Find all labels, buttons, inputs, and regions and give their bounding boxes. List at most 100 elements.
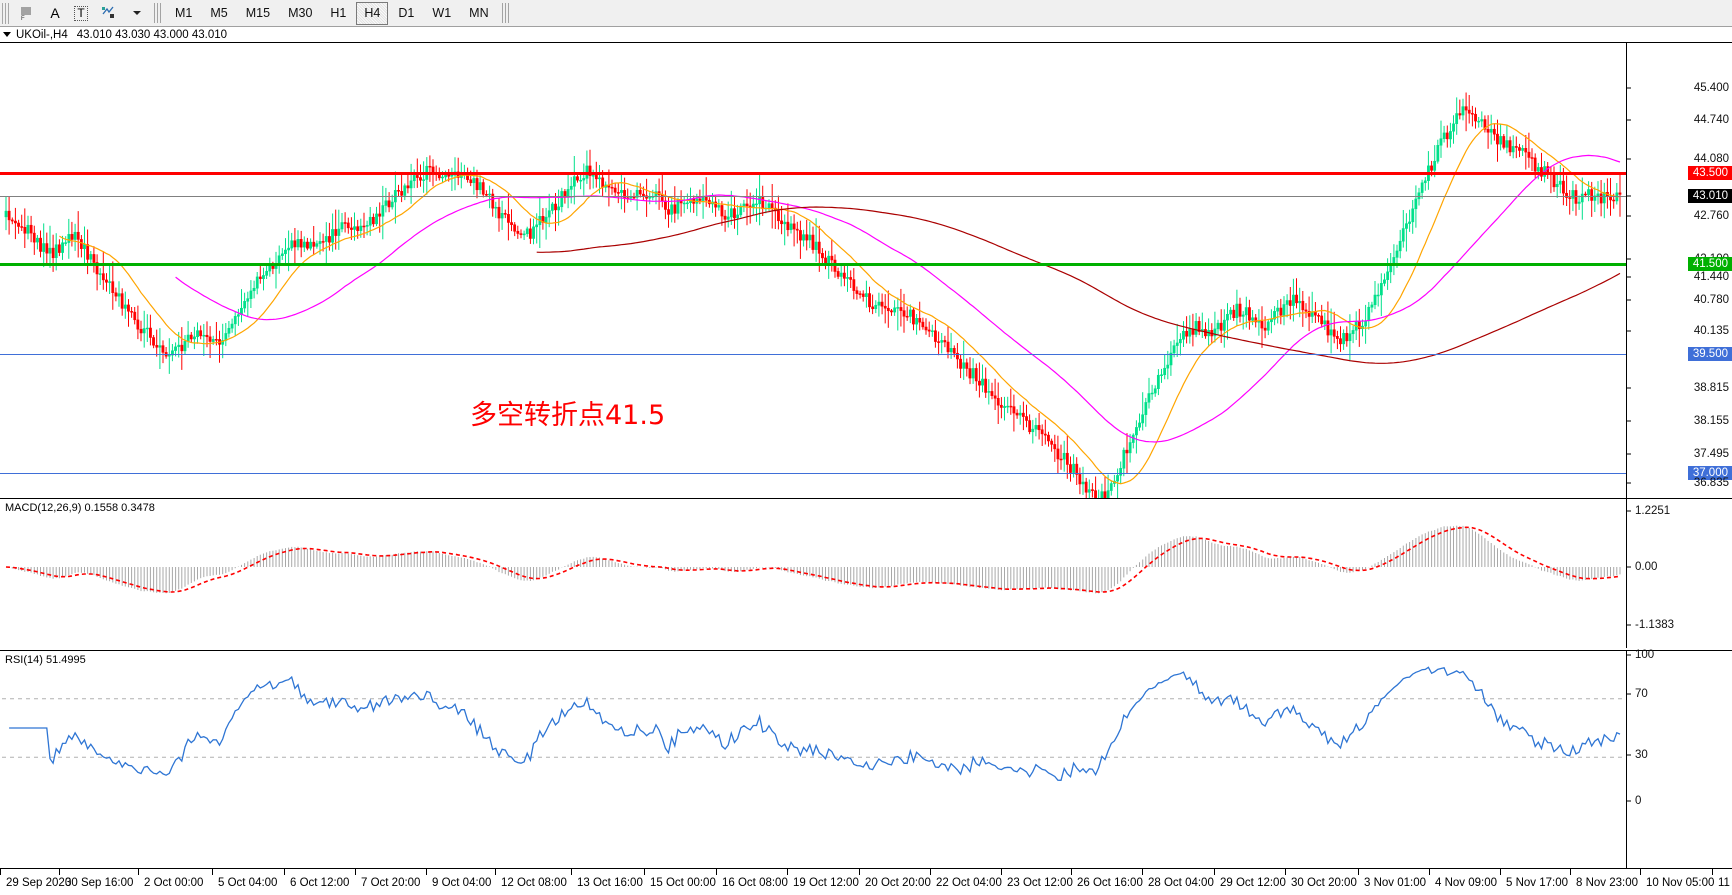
toolbar-grip-handle[interactable] (2, 2, 11, 24)
price-axis-divider (1626, 43, 1627, 498)
macd-axis-tick (1627, 510, 1631, 512)
time-axis-separator (787, 869, 788, 875)
macd-axis-label: 1.2251 (1635, 505, 1671, 517)
timeframe-d1[interactable]: D1 (398, 6, 415, 20)
time-axis-separator (571, 869, 572, 875)
price-axis-tick (1627, 482, 1631, 484)
time-axis-separator (0, 869, 1, 875)
time-axis-label: 2 Oct 00:00 (144, 877, 204, 889)
toolbar-separator-end (501, 3, 510, 23)
time-axis-separator (716, 869, 717, 875)
rsi-axis[interactable]: 100 70 30 0 (1627, 649, 1732, 868)
price-axis-tick (1627, 453, 1631, 455)
macd-indicator-panel[interactable]: MACD(12,26,9) 0.1558 0.3478 1.2251 0.00 -1… (0, 498, 1732, 648)
price-axis-tick (1627, 276, 1631, 278)
macd-axis-tick (1627, 566, 1631, 568)
rsi-axis-label: 0 (1635, 795, 1642, 807)
time-axis-label: 16 Oct 08:00 (722, 877, 788, 889)
time-axis-separator (59, 869, 60, 875)
time-axis-label: 7 Oct 20:00 (361, 877, 421, 889)
price-axis-tick (1627, 119, 1631, 121)
time-axis-label: 19 Oct 12:00 (793, 877, 859, 889)
price-axis-tick (1627, 420, 1631, 422)
price-level-current-price-43010[interactable] (0, 196, 1626, 197)
time-axis-separator (1142, 869, 1143, 875)
macd-axis-label: 0.00 (1635, 561, 1658, 573)
text-label-glyph: T (74, 5, 88, 21)
price-axis-tick (1627, 330, 1631, 332)
timeframe-m5[interactable]: M5 (210, 6, 228, 20)
main-toolbar: F A T M1 M5 M15 M30 H1 H4 D1 W1 MN (0, 0, 1732, 27)
price-axis-tick (1627, 195, 1631, 197)
crosshair-icon[interactable]: F (15, 2, 41, 24)
rsi-plot-area[interactable] (2, 651, 1626, 869)
timeframe-m30[interactable]: M30 (288, 6, 313, 20)
time-axis-label: 29 Sep 2020 (6, 877, 72, 889)
price-axis-tick (1627, 158, 1631, 160)
price-level-support-37000[interactable] (0, 473, 1626, 474)
price-candles-svg (4, 92, 1622, 499)
price-axis-badge-43-010: 43.010 (1687, 189, 1732, 203)
price-plot-area[interactable] (2, 43, 1626, 499)
time-axis-separator (1214, 869, 1215, 875)
time-axis-label: 5 Nov 17:00 (1506, 877, 1569, 889)
macd-plot-area[interactable] (2, 499, 1626, 649)
time-axis-separator (644, 869, 645, 875)
price-chart-panel[interactable]: 多空转折点41.5 45.40044.74044.08043.50043.428… (0, 42, 1732, 541)
macd-axis-label: -1.1383 (1635, 619, 1675, 631)
time-axis-separator (355, 869, 356, 875)
time-axis[interactable]: 29 Sep 2020 30 Sep 16:00 2 Oct 00:00 5 Oct … (0, 868, 1732, 895)
price-axis[interactable]: 45.40044.74044.08043.50043.42843.01042.7… (1627, 43, 1732, 541)
time-axis-label: 10 Nov 05:00 (1646, 877, 1715, 889)
price-axis-label-44-080: 44.080 (1693, 153, 1729, 165)
timeframe-w1[interactable]: W1 (432, 6, 452, 20)
macd-axis[interactable]: 1.2251 0.00 -1.1383 (1627, 499, 1732, 648)
time-axis-separator (495, 869, 496, 875)
time-axis-separator (930, 869, 931, 875)
time-axis-separator (1640, 869, 1641, 875)
price-level-resistance-43500[interactable] (0, 172, 1626, 175)
time-axis-label: 12 Oct 08:00 (501, 877, 567, 889)
text-object-icon[interactable]: A (50, 5, 60, 21)
drawing-tools-icon[interactable] (95, 2, 123, 24)
rsi-axis-label: 100 (1635, 649, 1655, 661)
price-level-support-39500[interactable] (0, 354, 1626, 355)
time-axis-label: 23 Oct 12:00 (1007, 877, 1073, 889)
timeframe-m15[interactable]: M15 (245, 6, 271, 20)
time-axis-label: 3 Nov 01:00 (1364, 877, 1427, 889)
timeframe-h4[interactable]: H4 (356, 1, 389, 25)
timeframe-h1[interactable]: H1 (330, 6, 347, 20)
price-level-support-41500[interactable] (0, 263, 1626, 266)
macd-histogram (8, 525, 1621, 594)
text-label-icon[interactable]: T (69, 2, 93, 24)
time-axis-label: 11 Nov 13:00 (1718, 877, 1732, 889)
ohlc-values: 43.010 43.030 43.000 43.010 (76, 28, 228, 41)
price-axis-label-42-760: 42.760 (1693, 210, 1729, 222)
rsi-axis-tick (1627, 800, 1631, 802)
rsi-title: RSI(14) 51.4995 (5, 654, 86, 666)
chevron-down-icon[interactable] (125, 2, 149, 24)
time-axis-separator (1500, 869, 1501, 875)
rsi-svg (2, 666, 1626, 781)
price-axis-label-38-155: 38.155 (1693, 415, 1729, 427)
price-axis-badge-41-500: 41.500 (1687, 257, 1732, 271)
rsi-indicator-panel[interactable]: RSI(14) 51.4995 100 70 30 0 (0, 649, 1732, 869)
price-axis-label-44-740: 44.740 (1693, 114, 1729, 126)
time-axis-label: 9 Oct 04:00 (432, 877, 492, 889)
svg-text:F: F (21, 16, 25, 21)
time-axis-separator (1712, 869, 1713, 875)
rsi-axis-label: 30 (1635, 749, 1648, 761)
rsi-axis-label: 70 (1635, 688, 1648, 700)
ma-magenta-line (175, 154, 1621, 443)
time-axis-separator (1429, 869, 1430, 875)
timeframe-mn[interactable]: MN (469, 6, 489, 20)
timeframe-m1[interactable]: M1 (175, 6, 193, 20)
chart-menu-triangle-icon[interactable] (3, 32, 11, 37)
symbol-label: UKOil-,H4 (16, 28, 68, 41)
price-axis-label-45-400: 45.400 (1693, 82, 1729, 94)
time-axis-separator (1358, 869, 1359, 875)
macd-axis-divider (1626, 499, 1627, 648)
time-axis-label: 8 Nov 23:00 (1576, 877, 1639, 889)
candles-group (4, 92, 1622, 499)
